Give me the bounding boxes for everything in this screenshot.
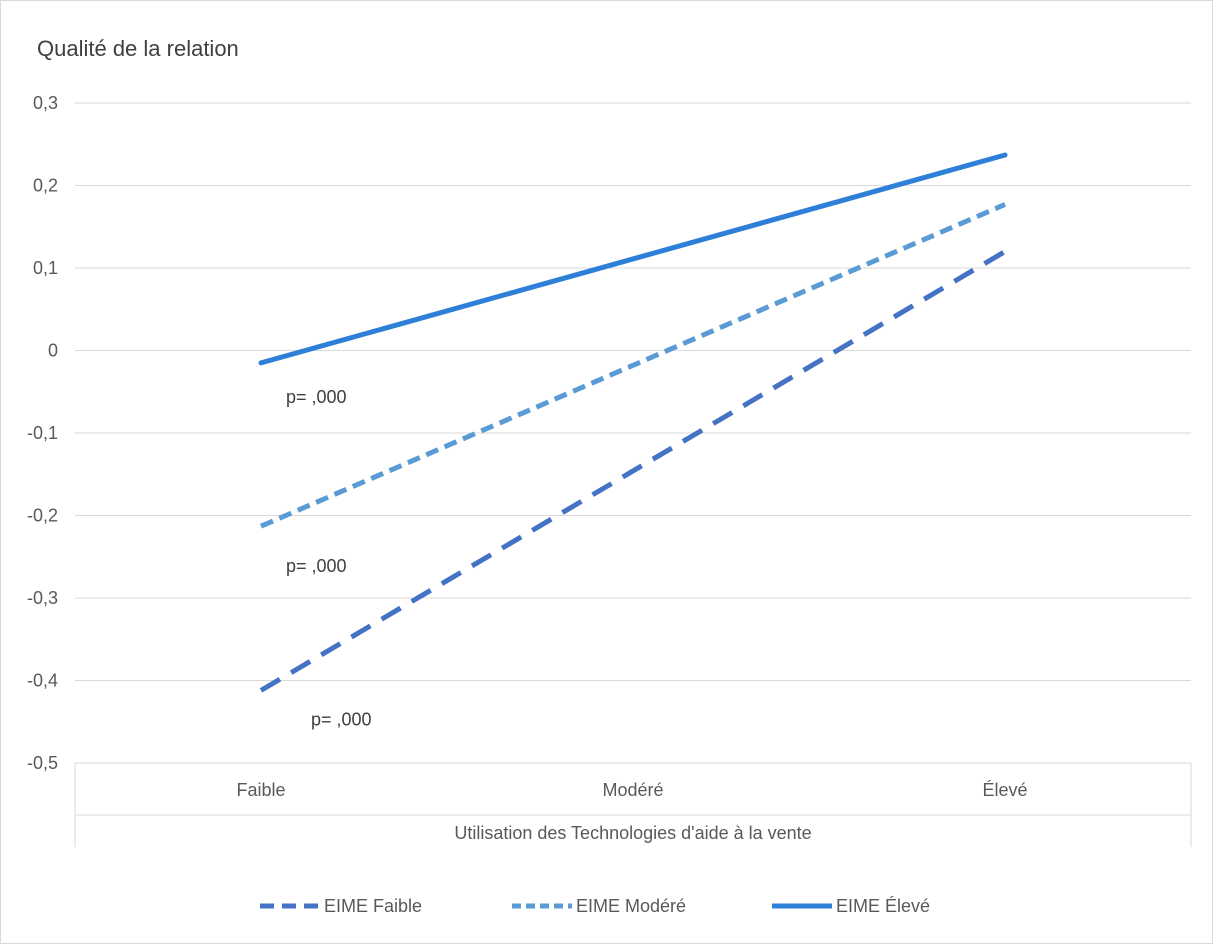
annotations: p= ,000 p= ,000 p= ,000 xyxy=(286,387,372,730)
legend-label: EIME Modéré xyxy=(576,896,686,916)
y-tick-label: 0 xyxy=(48,341,58,361)
y-tick-label: -0,4 xyxy=(27,671,58,691)
y-tick-label: -0,2 xyxy=(27,506,58,526)
x-tick-label: Modéré xyxy=(602,780,663,800)
gridlines xyxy=(75,102,1191,764)
series-line-3 xyxy=(258,152,1008,366)
series-line-2 xyxy=(260,202,1006,529)
y-tick-label: -0,5 xyxy=(27,753,58,773)
series-line-1 xyxy=(259,249,1007,693)
x-axis-label: Utilisation des Technologies d'aide à la… xyxy=(454,823,811,843)
y-tick-label: 0,3 xyxy=(33,93,58,113)
y-tick-label: -0,1 xyxy=(27,423,58,443)
legend-label: EIME Élevé xyxy=(836,896,930,916)
p-value-annotation: p= ,000 xyxy=(311,709,372,729)
x-tick-label: Élevé xyxy=(982,780,1027,800)
x-axis-ticks: Faible Modéré Élevé xyxy=(236,780,1027,800)
chart-title: Qualité de la relation xyxy=(37,36,239,61)
series-lines xyxy=(258,152,1008,693)
p-value-annotation: p= ,000 xyxy=(286,556,347,576)
legend-label: EIME Faible xyxy=(324,896,422,916)
y-axis-ticks: 0,3 0,2 0,1 0 -0,1 -0,2 -0,3 -0,4 -0,5 xyxy=(27,93,58,773)
p-value-annotation: p= ,000 xyxy=(286,387,347,407)
legend: EIME Faible EIME Modéré EIME Élevé xyxy=(260,896,930,916)
y-tick-label: -0,3 xyxy=(27,588,58,608)
y-tick-label: 0,2 xyxy=(33,176,58,196)
x-tick-label: Faible xyxy=(236,780,285,800)
y-tick-label: 0,1 xyxy=(33,258,58,278)
